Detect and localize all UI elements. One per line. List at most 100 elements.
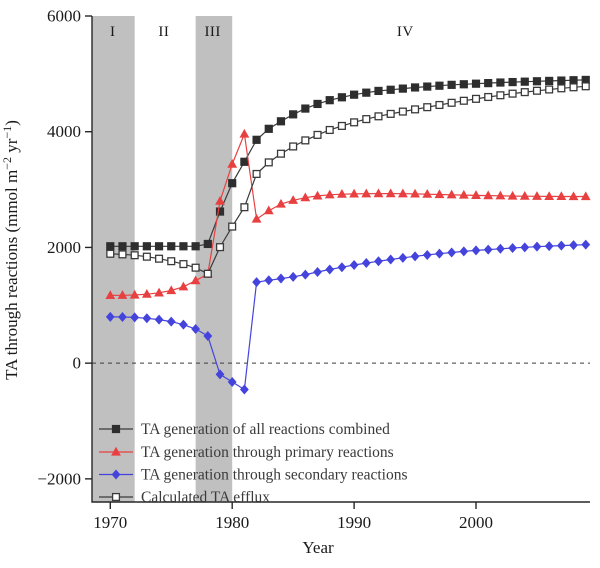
marker-square-filled	[545, 76, 554, 86]
marker-triangle-filled	[532, 191, 542, 200]
marker-triangle-filled	[276, 198, 286, 208]
x-tick-label: 2000	[459, 513, 493, 532]
marker-diamond-filled	[288, 271, 298, 282]
legend-item-efflux: Calculated TA efflux	[99, 489, 270, 506]
marker-diamond-filled	[191, 324, 201, 335]
marker-diamond-filled	[508, 243, 517, 254]
marker-square-filled	[106, 242, 115, 251]
marker-diamond-filled	[556, 240, 566, 251]
x-tick-label: 1970	[93, 513, 127, 532]
marker-square-open	[545, 85, 554, 94]
series-efflux	[106, 82, 590, 278]
legend-item-primary: TA generation through primary reactions	[99, 444, 394, 461]
axes-lines	[91, 16, 590, 503]
marker-square-open	[142, 252, 151, 261]
series-efflux-line	[110, 85, 586, 275]
marker-triangle-filled	[434, 189, 445, 199]
marker-triangle-filled	[288, 195, 299, 204]
marker-triangle-filled	[568, 191, 579, 201]
marker-triangle-filled	[373, 188, 384, 198]
marker-triangle-filled	[141, 288, 152, 298]
marker-square-filled	[520, 77, 529, 86]
marker-diamond-filled	[520, 242, 530, 253]
marker-square-open	[289, 142, 298, 151]
series-secondary	[105, 239, 591, 395]
marker-square-filled	[386, 85, 395, 94]
marker-triangle-filled	[410, 188, 420, 198]
marker-square-filled	[569, 76, 578, 85]
marker-square-open	[118, 250, 127, 259]
series-primary-line	[110, 131, 586, 296]
marker-square-filled	[179, 242, 188, 251]
marker-square-filled	[142, 242, 151, 251]
marker-diamond-filled	[435, 248, 444, 259]
marker-square-filled	[118, 242, 127, 251]
marker-square-filled	[111, 424, 121, 434]
marker-square-open	[398, 107, 407, 116]
marker-diamond-filled	[252, 277, 261, 288]
marker-square-open	[423, 103, 432, 112]
series-combined-line	[110, 79, 586, 247]
marker-diamond-filled	[386, 254, 396, 265]
marker-square-open	[520, 88, 529, 97]
marker-square-open	[484, 92, 493, 102]
marker-square-open	[155, 254, 164, 263]
y-tick-label: 0	[73, 354, 82, 373]
marker-diamond-filled	[118, 311, 127, 322]
series-secondary-line	[110, 244, 586, 391]
legend-label-secondary: TA generation through secondary reaction…	[141, 467, 407, 484]
marker-square-filled	[508, 77, 517, 87]
marker-triangle-filled	[239, 128, 250, 138]
marker-diamond-filled	[532, 241, 542, 252]
marker-square-filled	[471, 79, 481, 88]
marker-triangle-filled	[483, 190, 494, 200]
region-label-I: I	[110, 24, 116, 40]
marker-square-open	[581, 82, 590, 91]
marker-diamond-filled	[300, 269, 310, 280]
region-label-IV: IV	[397, 24, 414, 40]
marker-diamond-filled	[410, 251, 420, 262]
marker-square-open	[532, 86, 542, 95]
marker-triangle-filled	[544, 191, 555, 200]
legend-label-primary: TA generation through primary reactions	[141, 444, 394, 461]
legend-item-secondary: TA generation through secondary reaction…	[99, 467, 407, 484]
y-tick-label: 2000	[47, 238, 81, 257]
region-label-II: II	[158, 24, 169, 40]
marker-square-filled	[154, 242, 164, 251]
marker-triangle-filled	[519, 190, 530, 200]
marker-square-filled	[325, 96, 334, 105]
marker-diamond-filled	[495, 243, 505, 254]
marker-triangle-filled	[215, 195, 225, 205]
legend-item-combined: TA generation of all reactions combined	[99, 421, 390, 438]
marker-square-filled	[203, 239, 212, 249]
marker-triangle-filled	[166, 285, 177, 295]
marker-triangle-filled	[190, 275, 201, 285]
marker-diamond-filled	[459, 246, 469, 257]
marker-diamond-filled	[105, 311, 115, 322]
marker-triangle-filled	[337, 189, 347, 198]
marker-square-filled	[362, 88, 371, 97]
marker-triangle-filled	[556, 191, 567, 201]
marker-square-open	[167, 257, 176, 266]
x-tick-label: 1980	[215, 513, 249, 532]
legend: TA generation of all reactions combined T…	[99, 421, 407, 506]
marker-triangle-filled	[251, 213, 262, 223]
marker-diamond-filled	[154, 314, 164, 325]
marker-diamond-filled	[142, 313, 152, 324]
legend-label-combined: TA generation of all reactions combined	[141, 421, 390, 438]
marker-square-open	[240, 203, 249, 212]
marker-square-open	[252, 169, 261, 179]
marker-square-open	[447, 98, 456, 107]
marker-diamond-filled	[203, 330, 213, 341]
marker-square-open	[374, 112, 383, 121]
marker-square-filled	[374, 86, 383, 96]
marker-diamond-filled	[276, 273, 286, 284]
marker-diamond-filled	[313, 267, 322, 278]
marker-square-open	[276, 149, 286, 158]
y-axis-label: TA through reactions (mmol m−2​ yr−1​)	[0, 120, 21, 380]
marker-square-filled	[532, 77, 542, 86]
marker-square-filled	[130, 242, 139, 251]
marker-triangle-filled	[507, 190, 518, 200]
marker-square-filled	[459, 80, 468, 89]
